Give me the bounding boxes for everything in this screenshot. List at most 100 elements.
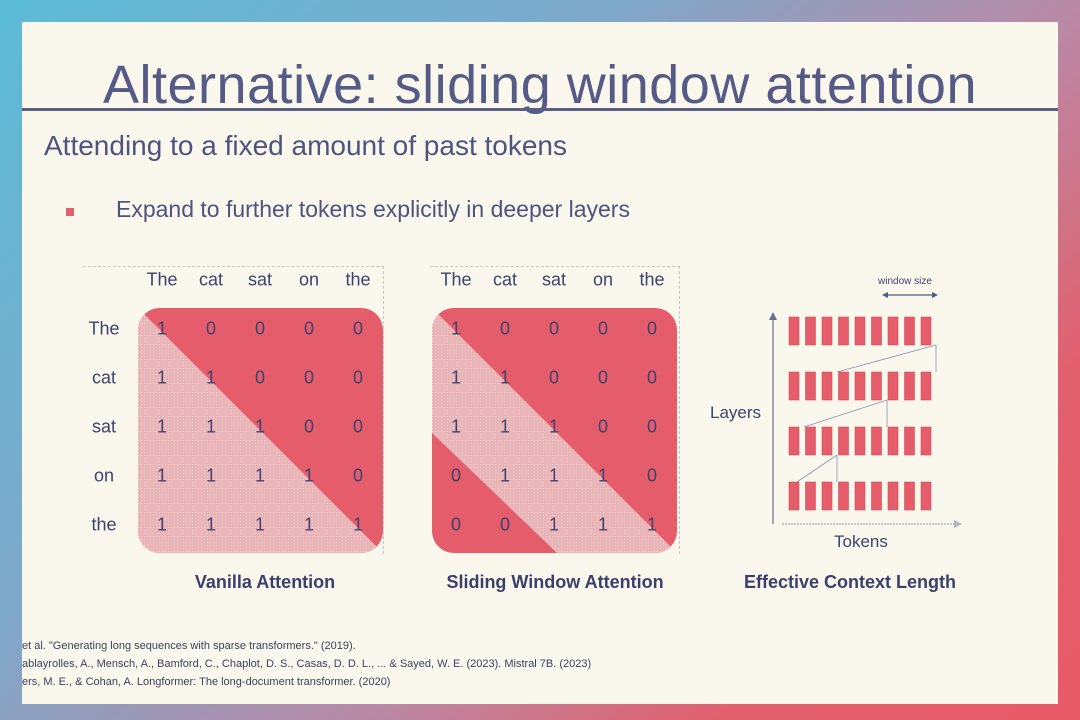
sliding-cell: 1 xyxy=(499,465,511,486)
receptive-field-line xyxy=(796,454,838,483)
sliding-col-header: the xyxy=(639,269,665,290)
sliding-cell: 0 xyxy=(499,318,511,339)
layers-label: Layers xyxy=(710,403,762,422)
vanilla-cell: 1 xyxy=(254,416,266,437)
sliding-cell: 0 xyxy=(548,367,560,388)
token-box xyxy=(904,316,915,346)
vanilla-cell: 0 xyxy=(352,367,364,388)
token-box xyxy=(871,426,882,456)
sliding-cell: 1 xyxy=(450,367,462,388)
token-box xyxy=(805,371,816,401)
token-box xyxy=(788,316,800,346)
window-size-arrowhead-right xyxy=(932,292,938,298)
token-box xyxy=(838,481,849,511)
sliding-cell: 0 xyxy=(548,318,560,339)
sliding-cell: 0 xyxy=(450,465,462,486)
token-box xyxy=(821,316,833,346)
slide-subtitle: Attending to a fixed amount of past toke… xyxy=(44,130,568,161)
sliding-matrix xyxy=(432,308,677,553)
token-box xyxy=(838,316,849,346)
vanilla-cell: 1 xyxy=(205,367,217,388)
sliding-cell: 1 xyxy=(548,416,560,437)
token-box xyxy=(788,371,800,401)
token-box xyxy=(887,316,899,346)
receptive-field-line xyxy=(836,344,937,373)
vanilla-cell: 0 xyxy=(303,416,315,437)
token-box xyxy=(805,481,816,511)
token-box xyxy=(887,371,899,401)
token-box xyxy=(854,481,866,511)
token-box xyxy=(871,481,882,511)
token-box xyxy=(821,426,833,456)
sliding-cell: 1 xyxy=(450,416,462,437)
vanilla-cell: 0 xyxy=(352,465,364,486)
vanilla-cell: 1 xyxy=(156,367,168,388)
receptive-field-line xyxy=(803,399,888,428)
vanilla-cell: 1 xyxy=(156,318,168,339)
vanilla-cell: 0 xyxy=(352,416,364,437)
token-box xyxy=(887,481,899,511)
vanilla-cell: 0 xyxy=(205,318,217,339)
sliding-cell: 1 xyxy=(499,367,511,388)
sliding-cell: 1 xyxy=(499,416,511,437)
slide-title: Alternative: sliding window attention xyxy=(103,55,977,115)
sliding-col-header: on xyxy=(592,269,614,290)
sliding-cell: 0 xyxy=(646,416,658,437)
vanilla-cell: 1 xyxy=(254,465,266,486)
sliding-matrix-frame xyxy=(430,266,680,554)
vanilla-row-header: on xyxy=(93,465,115,486)
bullet-text: Expand to further tokens explicitly in d… xyxy=(116,196,630,222)
vanilla-cell: 0 xyxy=(352,318,364,339)
sliding-attended-band xyxy=(432,308,677,553)
context-diagram xyxy=(769,292,962,528)
vanilla-cell: 1 xyxy=(156,465,168,486)
vanilla-cell: 1 xyxy=(352,514,364,535)
title-divider xyxy=(22,108,1058,111)
vanilla-cell: 1 xyxy=(205,465,217,486)
token-box xyxy=(805,426,816,456)
token-box xyxy=(887,426,899,456)
vanilla-matrix-frame xyxy=(83,266,384,554)
vanilla-cell: 0 xyxy=(254,367,266,388)
vanilla-cell: 1 xyxy=(205,514,217,535)
token-box xyxy=(904,371,915,401)
sliding-cell: 1 xyxy=(597,465,609,486)
reference-3: ers, M. E., & Cohan, A. Longformer: The … xyxy=(22,676,391,688)
vanilla-col-header: the xyxy=(345,269,371,290)
vanilla-cell: 0 xyxy=(303,367,315,388)
sliding-cell: 0 xyxy=(597,416,609,437)
sliding-cell: 1 xyxy=(548,514,560,535)
token-box xyxy=(920,316,932,346)
tokens-label: Tokens xyxy=(834,532,888,551)
vanilla-caption: Vanilla Attention xyxy=(194,572,336,592)
context-caption: Effective Context Length xyxy=(743,572,957,592)
sliding-cell: 1 xyxy=(646,514,658,535)
sliding-cell: 0 xyxy=(646,367,658,388)
vanilla-row-header: the xyxy=(91,514,117,535)
vanilla-col-header: The xyxy=(146,269,178,290)
vanilla-row-header: sat xyxy=(91,416,117,437)
token-box xyxy=(871,316,882,346)
vanilla-cell: 0 xyxy=(303,318,315,339)
token-box xyxy=(920,371,932,401)
token-box xyxy=(788,426,800,456)
vanilla-row-header: The xyxy=(88,318,120,339)
reference-1: et al. "Generating long sequences with s… xyxy=(22,640,356,652)
reference-2: ablayrolles, A., Mensch, A., Bamford, C.… xyxy=(22,658,592,670)
vanilla-cell: 1 xyxy=(156,416,168,437)
vanilla-cell: 1 xyxy=(205,416,217,437)
token-box xyxy=(838,426,849,456)
token-box xyxy=(821,371,833,401)
vanilla-col-header: on xyxy=(298,269,320,290)
vanilla-cell: 1 xyxy=(303,514,315,535)
tokens-axis-arrowhead xyxy=(954,520,962,528)
vanilla-cell: 1 xyxy=(254,514,266,535)
vanilla-col-header: cat xyxy=(198,269,224,290)
token-box xyxy=(854,371,866,401)
sliding-cell: 0 xyxy=(597,318,609,339)
sliding-cell: 0 xyxy=(646,318,658,339)
token-box xyxy=(788,481,800,511)
bullet-marker xyxy=(66,208,74,216)
vanilla-attended-region xyxy=(138,308,383,553)
sliding-cell: 0 xyxy=(646,465,658,486)
